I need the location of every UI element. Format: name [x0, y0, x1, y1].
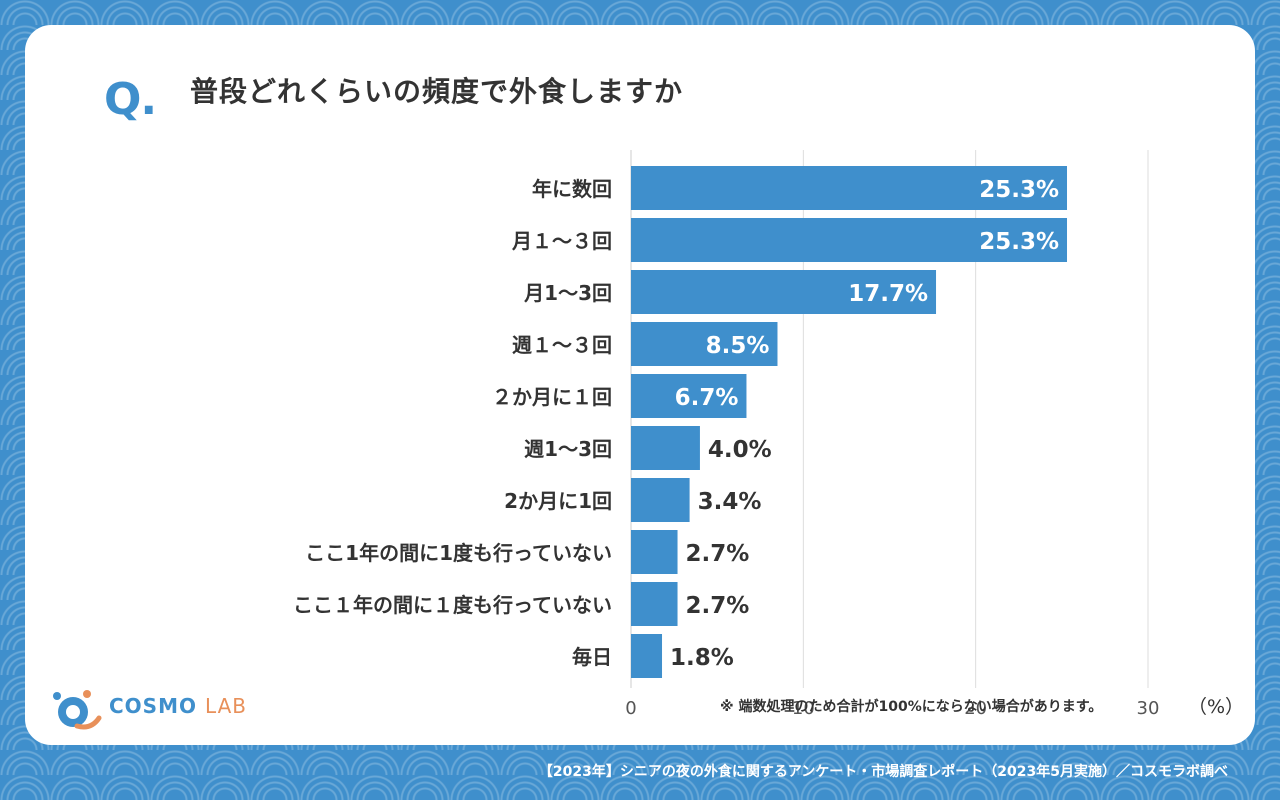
- x-tick-label: 0: [625, 698, 636, 719]
- category-label: ２か月に１回: [492, 385, 612, 409]
- bar: [631, 634, 663, 678]
- bar: [631, 374, 747, 418]
- source-footer: 【2023年】シニアの夜の外食に関するアンケート・市場調査レポート（2023年5…: [538, 764, 1228, 780]
- logo-text-sub: LAB: [204, 694, 247, 718]
- logo-text: COSMO LAB: [109, 694, 247, 718]
- category-label: ここ１年の間に１度も行っていない: [293, 593, 612, 617]
- category-label: 年に数回: [532, 177, 612, 201]
- category-label: 月１〜３回: [511, 229, 612, 253]
- bar: [631, 582, 678, 626]
- logo-icon: [53, 690, 102, 730]
- category-label: ここ1年の間に1度も行っていない: [305, 541, 612, 565]
- category-label: 週1〜3回: [524, 437, 612, 461]
- data-label: 17.7%: [848, 281, 928, 307]
- data-label: 8.5%: [706, 333, 770, 359]
- data-label: 1.8%: [670, 645, 734, 671]
- bar: [631, 166, 1068, 210]
- footnote: ※ 端数処理のため合計が100%にならない場合があります。: [720, 699, 1103, 715]
- category-label: 週１〜３回: [512, 333, 612, 357]
- page-title: 普段どれくらいの頻度で外食しますか: [190, 75, 684, 108]
- x-tick-label: 10: [792, 698, 815, 719]
- question-mark: Q.: [104, 74, 157, 125]
- category-label: 月1〜3回: [523, 281, 612, 305]
- logo-text-main: COSMO: [109, 694, 197, 718]
- data-label: 25.3%: [979, 177, 1059, 203]
- bar: [631, 478, 690, 522]
- data-label: 2.7%: [686, 593, 750, 619]
- data-label: 2.7%: [686, 541, 750, 567]
- bar: [631, 218, 1068, 262]
- data-label: 25.3%: [979, 229, 1059, 255]
- cosmo-lab-logo: COSMO LAB: [47, 686, 247, 732]
- bar: [631, 270, 937, 314]
- data-label: 4.0%: [708, 437, 772, 463]
- category-label: 毎日: [572, 645, 612, 669]
- bar: [631, 530, 678, 574]
- bar: [631, 322, 778, 366]
- bar: [631, 426, 700, 470]
- category-label: 2か月に1回: [504, 489, 612, 513]
- data-label: 3.4%: [698, 489, 762, 515]
- x-tick-label: 30: [1137, 698, 1160, 719]
- x-tick-label: 20: [964, 698, 987, 719]
- data-label: 6.7%: [675, 385, 739, 411]
- unit-label: （%）: [1188, 696, 1245, 718]
